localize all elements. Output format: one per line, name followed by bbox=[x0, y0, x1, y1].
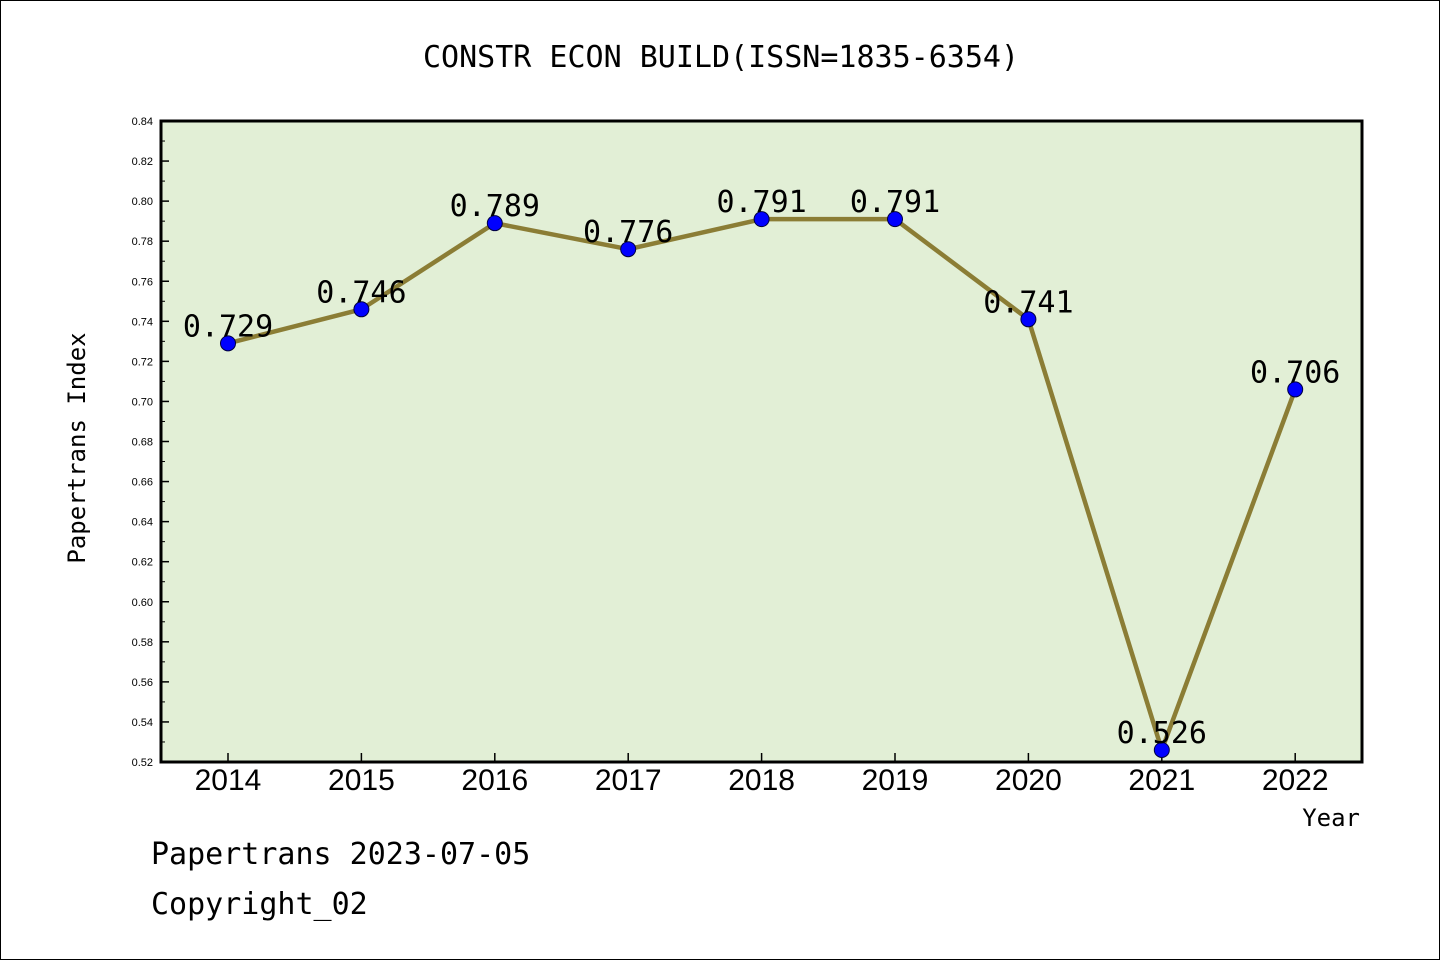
y-tick-label: 0.78 bbox=[132, 236, 153, 248]
y-tick-label: 0.62 bbox=[132, 557, 153, 569]
data-point bbox=[887, 211, 903, 228]
data-label: 0.729 bbox=[183, 309, 273, 344]
data-point bbox=[1287, 381, 1304, 398]
x-tick-label: 2022 bbox=[1262, 764, 1329, 797]
data-point bbox=[486, 215, 503, 232]
data-point bbox=[753, 211, 770, 228]
data-label: 0.746 bbox=[316, 275, 406, 310]
y-tick-label: 0.58 bbox=[132, 637, 153, 649]
y-axis: 0.52 0.54 0.56 0.58 0.60 0.62 0.64 0.66 0.68 0.70… bbox=[132, 116, 169, 769]
y-tick-label: 0.80 bbox=[132, 196, 153, 208]
y-tick-label: 0.54 bbox=[132, 717, 153, 729]
x-axis-label: Year bbox=[1302, 804, 1360, 832]
y-tick-label: 0.82 bbox=[132, 156, 153, 168]
data-point bbox=[353, 301, 370, 318]
data-label: 0.791 bbox=[850, 185, 940, 220]
x-tick-label: 2016 bbox=[461, 764, 528, 797]
data-label: 0.706 bbox=[1250, 355, 1340, 390]
data-label: 0.526 bbox=[1117, 716, 1207, 751]
y-axis-label: Papertrans Index bbox=[63, 332, 91, 563]
x-tick-label: 2015 bbox=[328, 764, 395, 797]
data-label: 0.789 bbox=[450, 189, 540, 224]
data-labels: 0.729 0.746 0.789 0.776 0.791 0.791 0.741 0.526… bbox=[183, 185, 1341, 751]
data-label: 0.741 bbox=[983, 285, 1073, 320]
y-tick-label: 0.68 bbox=[132, 437, 153, 449]
data-label: 0.791 bbox=[716, 185, 806, 220]
x-tick-label: 2017 bbox=[595, 764, 662, 797]
x-tick-label: 2020 bbox=[995, 764, 1062, 797]
x-tick-label: 2019 bbox=[862, 764, 929, 797]
y-tick-label: 0.74 bbox=[132, 316, 153, 328]
footer-copyright: Copyright_02 bbox=[151, 887, 368, 922]
y-tick-label: 0.70 bbox=[132, 396, 153, 408]
plot-border bbox=[159, 119, 1364, 764]
x-tick-label: 2018 bbox=[728, 764, 795, 797]
y-tick-label: 0.84 bbox=[132, 116, 153, 128]
y-tick-label: 0.66 bbox=[132, 477, 153, 489]
chart-title: CONSTR ECON BUILD(ISSN=1835-6354) bbox=[423, 40, 1019, 75]
x-tick-label: 2014 bbox=[195, 764, 262, 797]
data-points bbox=[220, 211, 1304, 758]
data-point bbox=[1020, 311, 1037, 328]
y-tick-label: 0.72 bbox=[132, 356, 153, 368]
y-tick-label: 0.60 bbox=[132, 597, 153, 609]
y-tick-label: 0.56 bbox=[132, 677, 153, 689]
plot-area bbox=[161, 121, 1362, 762]
footer-date: Papertrans 2023-07-05 bbox=[151, 837, 530, 872]
y-tick-label: 0.52 bbox=[132, 757, 153, 769]
y-tick-label: 0.64 bbox=[132, 517, 153, 529]
data-point bbox=[1153, 741, 1170, 758]
data-label: 0.776 bbox=[583, 215, 673, 250]
y-tick-label: 0.76 bbox=[132, 276, 153, 288]
data-point bbox=[620, 241, 637, 258]
data-point bbox=[220, 335, 236, 352]
x-axis: 2014 2015 2016 2017 2018 2019 2020 2021 2022 bbox=[195, 753, 1329, 797]
x-tick-label: 2021 bbox=[1128, 764, 1195, 797]
